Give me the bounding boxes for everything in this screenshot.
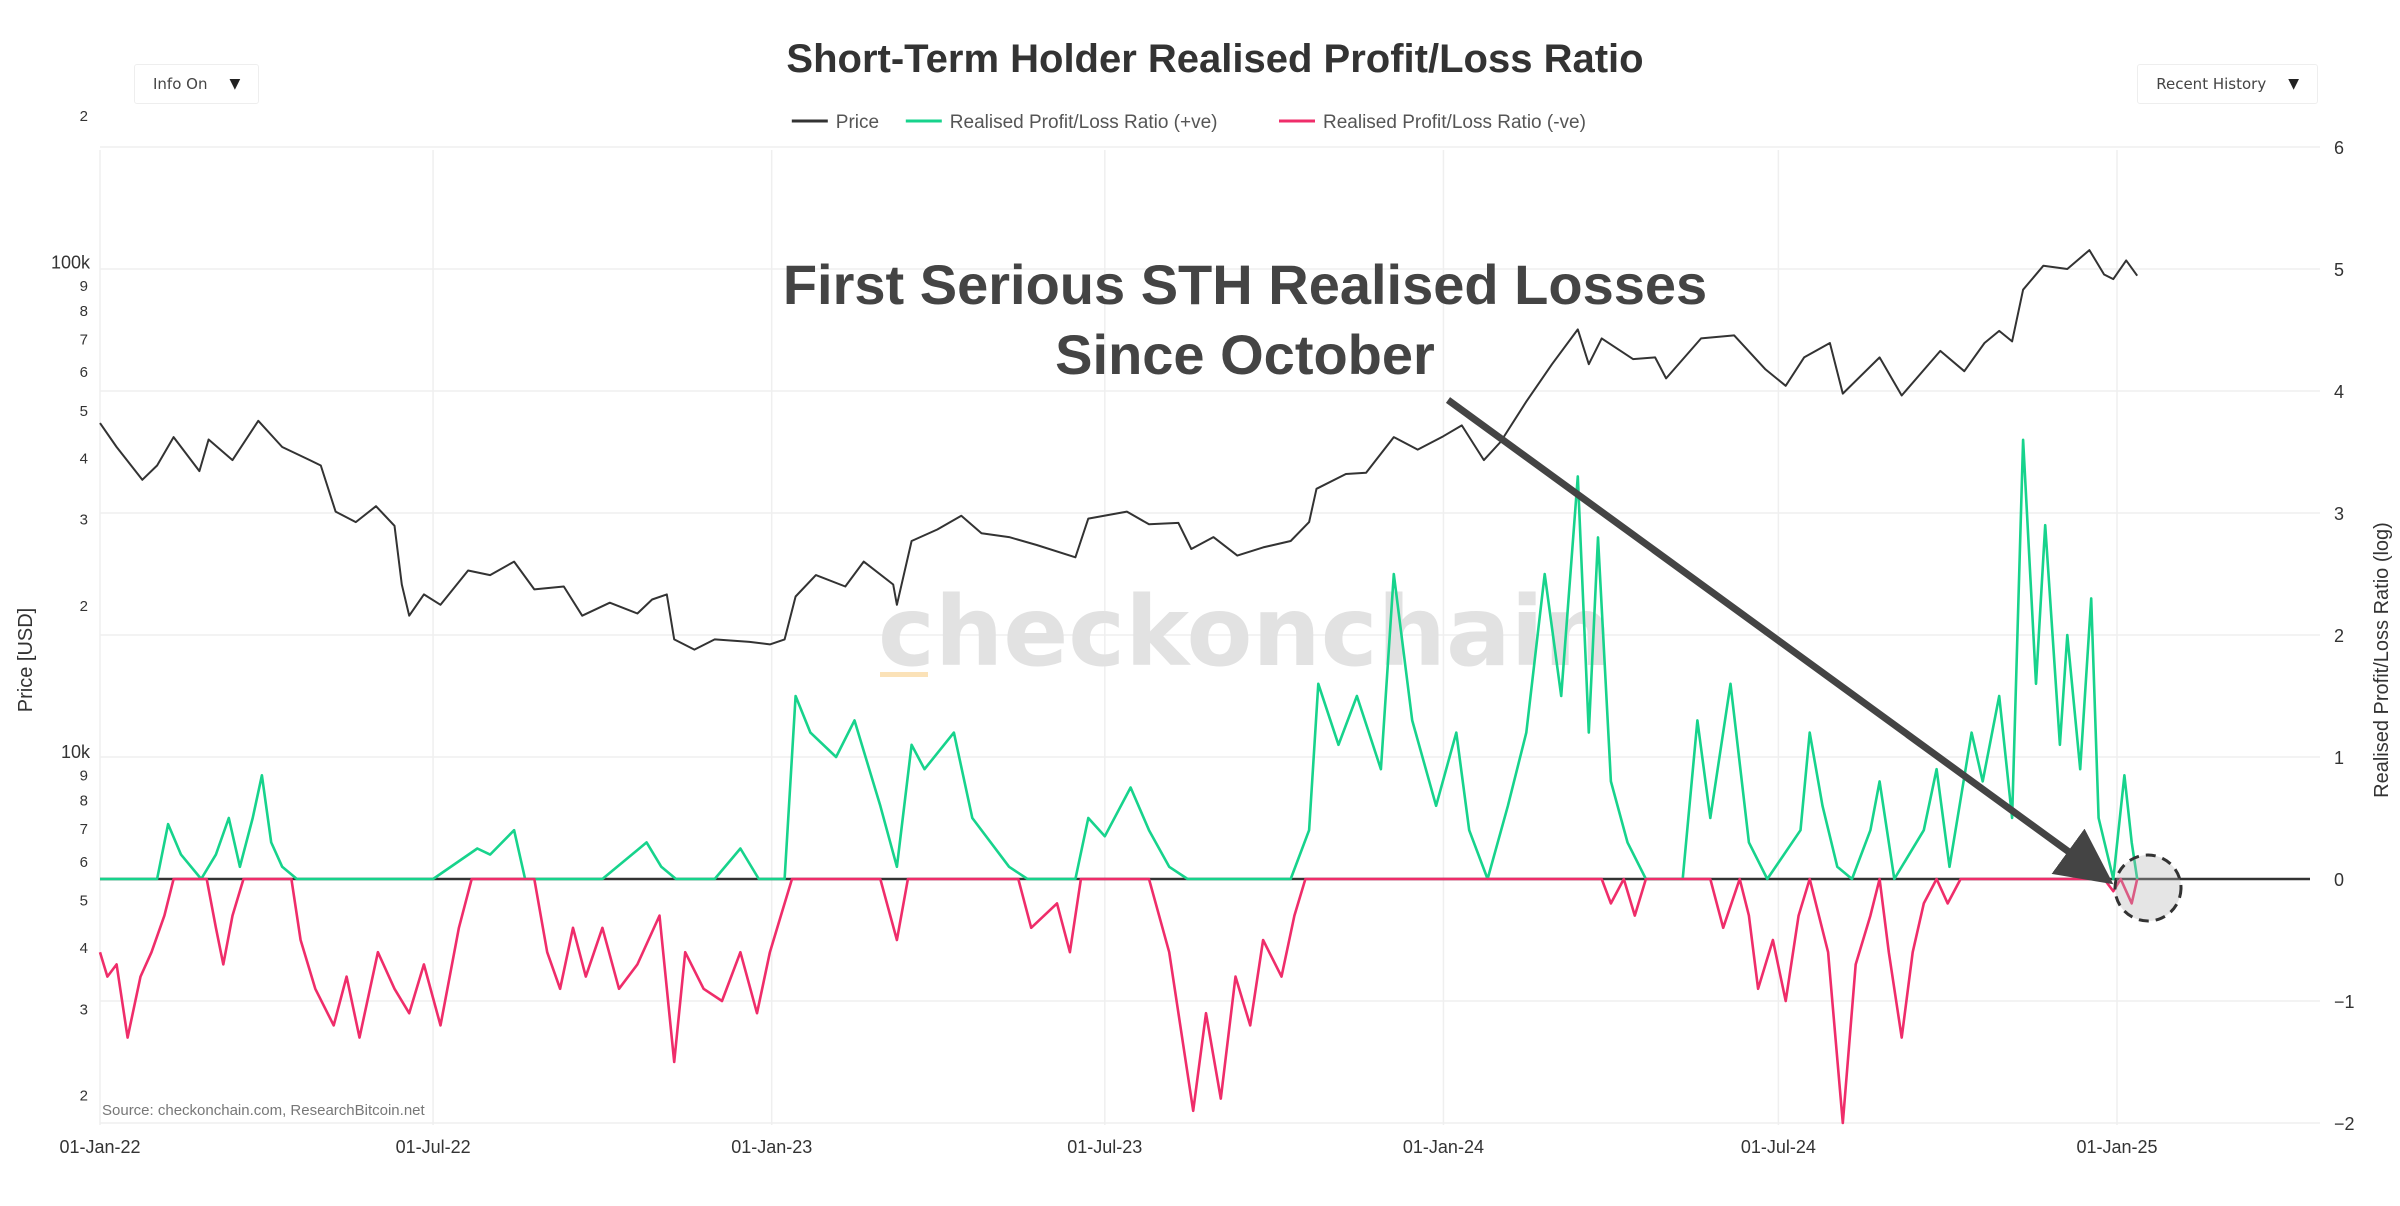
left-tick-label: 4 — [80, 450, 88, 467]
left-tick-label: 3 — [80, 1001, 88, 1018]
left-tick-label: 8 — [80, 793, 88, 810]
right-tick-label: 6 — [2334, 138, 2344, 158]
x-tick-label: 01-Jul-22 — [396, 1137, 471, 1157]
right-tick-label: 0 — [2334, 870, 2344, 890]
left-tick-label: 3 — [80, 512, 88, 529]
chart-title: Short-Term Holder Realised Profit/Loss R… — [786, 37, 1643, 81]
annotation-arrow — [1445, 397, 2114, 885]
left-tick-label: 4 — [80, 940, 88, 957]
series-loss-ratio — [98, 877, 2139, 1125]
watermark-accent — [880, 672, 928, 677]
x-tick-label: 01-Jan-22 — [59, 1137, 140, 1157]
series-layer — [98, 249, 2139, 1125]
annotation-circle — [2113, 853, 2183, 923]
annotation-text-line2: Since October — [1055, 323, 1435, 386]
source-text: Source: checkonchain.com, ResearchBitcoi… — [102, 1102, 426, 1119]
x-tick-label: 01-Jan-25 — [2076, 1137, 2157, 1157]
annotation-text-line1: First Serious STH Realised Losses — [783, 253, 1707, 316]
left-tick-label: 2 — [80, 1088, 88, 1105]
x-tick-label: 01-Jan-23 — [731, 1137, 812, 1157]
left-tick-label: 8 — [80, 303, 88, 320]
chevron-down-icon: ▼ — [2288, 76, 2299, 92]
right-tick-label: −1 — [2334, 992, 2355, 1012]
legend[interactable]: Price Realised Profit/Loss Ratio (+ve) Rea… — [791, 112, 1586, 133]
x-axis: 01-Jan-22 01-Jul-22 01-Jan-23 01-Jul-23 01-J… — [59, 1137, 2157, 1157]
legend-label: Price — [836, 112, 879, 133]
series-price — [99, 249, 2139, 651]
right-tick-label: −2 — [2334, 1114, 2355, 1134]
left-tick-label: 7 — [80, 821, 88, 838]
x-tick-label: 01-Jul-24 — [1741, 1137, 1816, 1157]
right-tick-label: 4 — [2334, 382, 2344, 402]
left-tick-label: 6 — [80, 854, 88, 871]
x-tick-label: 01-Jul-23 — [1067, 1137, 1142, 1157]
series-profit-ratio — [100, 438, 2139, 881]
left-axis: 2 3 4 5 6 7 8 9 10k 2 3 4 5 6 7 8 9 100k 2 — [51, 108, 91, 1104]
left-tick-label: 9 — [80, 278, 88, 295]
left-tick-label: 2 — [80, 598, 88, 615]
right-tick-label: 3 — [2334, 504, 2344, 524]
y-axis-left-label: Price [USD] — [15, 608, 37, 712]
right-axis: 6 5 4 3 2 1 0 −1 −2 — [2334, 138, 2355, 1134]
legend-label: Realised Profit/Loss Ratio (-ve) — [1323, 112, 1586, 133]
legend-label: Realised Profit/Loss Ratio (+ve) — [950, 112, 1218, 133]
left-tick-label: 9 — [80, 768, 88, 785]
x-tick-label: 01-Jan-24 — [1403, 1137, 1484, 1157]
right-tick-label: 5 — [2334, 260, 2344, 280]
right-tick-label: 2 — [2334, 626, 2344, 646]
left-tick-label: 7 — [80, 331, 88, 348]
watermark: checkonchain — [878, 576, 1612, 688]
info-dropdown[interactable]: Info On ▼ — [134, 64, 260, 104]
left-tick-label: 5 — [80, 893, 88, 910]
history-dropdown[interactable]: Recent History ▼ — [2137, 64, 2318, 104]
left-tick-label: 5 — [80, 403, 88, 420]
right-tick-label: 1 — [2334, 748, 2344, 768]
y-axis-right-label: Realised Profit/Loss Ratio (log) — [2371, 522, 2393, 798]
history-dropdown-label: Recent History — [2156, 75, 2267, 93]
chevron-down-icon: ▼ — [229, 76, 241, 92]
left-tick-label: 2 — [80, 108, 88, 125]
gridlines — [99, 146, 2320, 1125]
left-tick-label: 100k — [51, 253, 91, 273]
info-dropdown-label: Info On — [153, 75, 208, 93]
left-tick-label: 10k — [61, 742, 91, 762]
left-tick-label: 6 — [80, 364, 88, 381]
